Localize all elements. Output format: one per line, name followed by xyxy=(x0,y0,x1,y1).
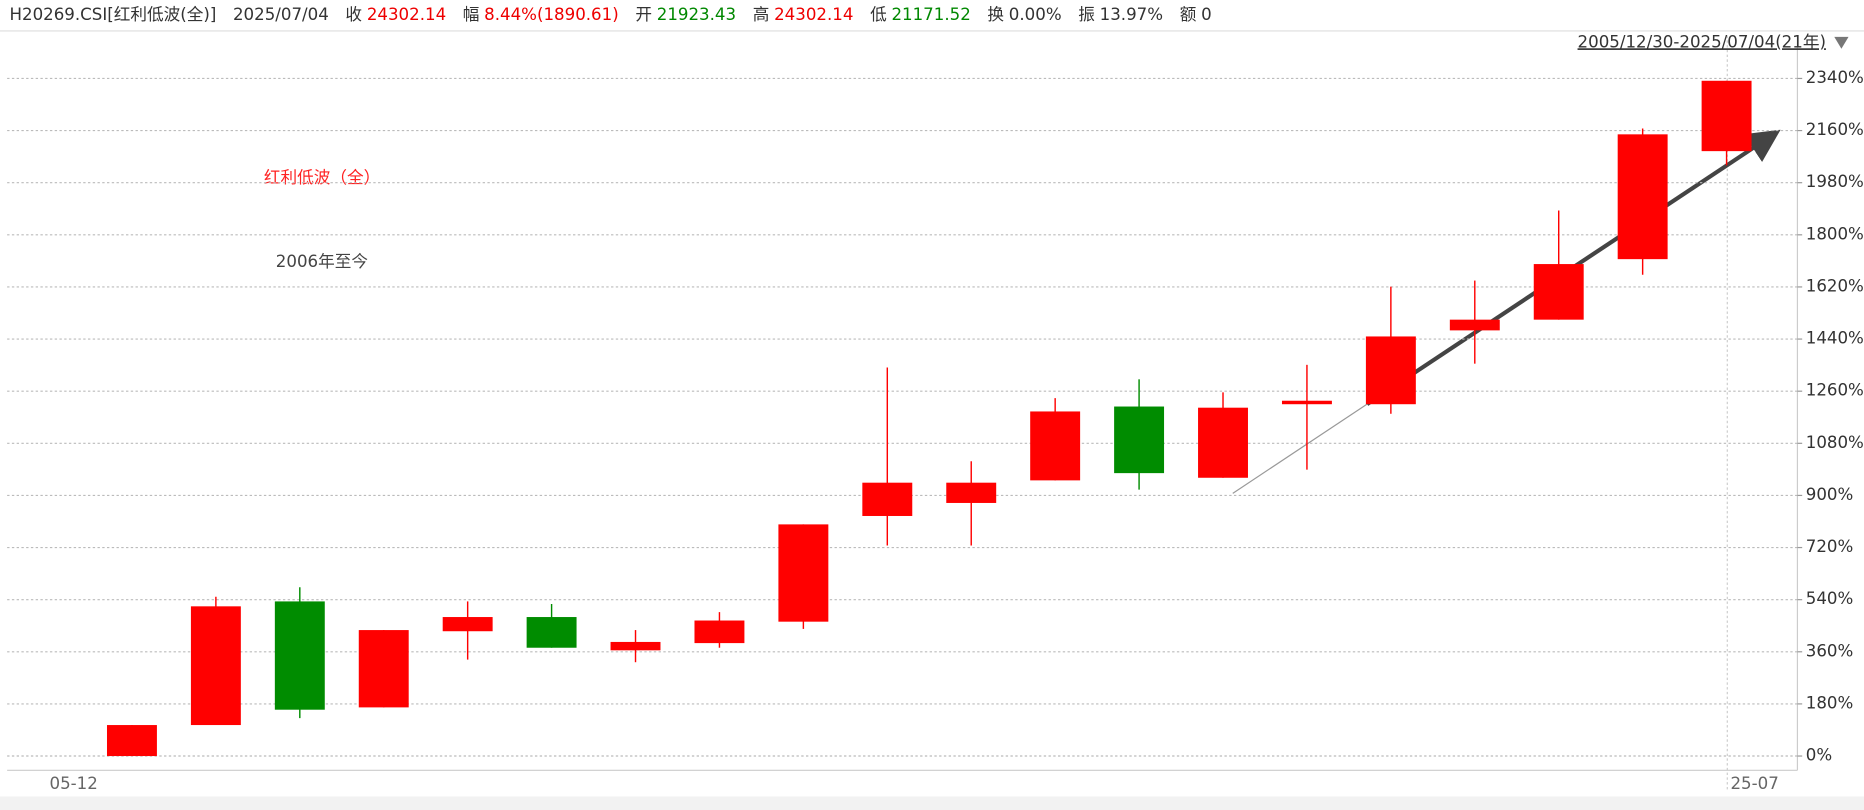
candle-body xyxy=(526,617,577,648)
field-value: 24302.14 xyxy=(367,5,446,24)
header: H20269.CSI[红利低波(全)] 2025/07/04 收 24302.14 幅 8… xyxy=(10,5,1212,24)
candle-body xyxy=(1030,411,1081,481)
y-tick-label: 1980% xyxy=(1806,172,1864,191)
field-label: 高 xyxy=(753,5,770,24)
y-tick-label: 1440% xyxy=(1806,329,1864,348)
candle-body xyxy=(1533,264,1584,320)
y-tick-label: 1620% xyxy=(1806,276,1864,295)
date: 2025/07/04 xyxy=(233,5,329,24)
y-tick-label: 360% xyxy=(1806,641,1854,660)
candle-body xyxy=(358,630,409,708)
scroll-bar[interactable] xyxy=(0,796,1864,810)
candle-body xyxy=(106,725,157,757)
range-dropdown[interactable] xyxy=(1834,36,1849,49)
chart-title: 红利低波（全） xyxy=(264,168,380,187)
y-tick-label: 2340% xyxy=(1806,68,1864,87)
field-label: 换 xyxy=(987,5,1004,24)
code: H20269.CSI[红利低波(全)] xyxy=(10,5,217,24)
field-value: 21923.43 xyxy=(657,5,736,24)
x-tick-label: 05-12 xyxy=(50,774,98,793)
candle-body xyxy=(442,617,493,632)
y-tick-label: 1800% xyxy=(1806,224,1864,243)
candle-body xyxy=(1701,80,1752,152)
field-label: 收 xyxy=(345,5,362,24)
candle-body xyxy=(1114,406,1165,474)
field-label: 低 xyxy=(870,5,887,24)
field-value: 13.97% xyxy=(1100,5,1163,24)
date-range[interactable]: 2005/12/30-2025/07/04(21年) xyxy=(1578,32,1826,51)
y-tick-label: 1260% xyxy=(1806,381,1864,400)
field-value: 24302.14 xyxy=(774,5,853,24)
field-label: 额 xyxy=(1180,5,1197,24)
field-value: 0.00% xyxy=(1009,5,1062,24)
candle-body xyxy=(1198,407,1248,478)
y-tick-label: 1080% xyxy=(1806,433,1864,452)
field-label: 振 xyxy=(1078,5,1095,24)
y-tick-label: 180% xyxy=(1806,693,1854,712)
candle-body xyxy=(1365,336,1416,405)
candle-body xyxy=(1281,400,1332,405)
y-tick-label: 900% xyxy=(1806,485,1854,504)
candle-body xyxy=(778,524,829,622)
x-tick-label: 25-07 xyxy=(1730,774,1778,793)
candle-body xyxy=(1449,319,1500,331)
y-tick-label: 720% xyxy=(1806,537,1854,556)
candle-body xyxy=(946,482,997,503)
candle-body xyxy=(610,641,661,651)
candle-body xyxy=(190,606,241,726)
chart-subtitle: 2006年至今 xyxy=(276,252,369,271)
field-value: 8.44%(1890.61) xyxy=(484,5,619,24)
y-tick-label: 0% xyxy=(1806,746,1832,765)
field-label: 幅 xyxy=(463,5,480,24)
trend-line xyxy=(1232,403,1368,494)
y-tick-label: 2160% xyxy=(1806,120,1864,139)
field-label: 开 xyxy=(635,5,652,24)
y-tick-label: 540% xyxy=(1806,589,1854,608)
candle-body xyxy=(862,482,913,516)
candle-body xyxy=(1617,134,1668,260)
field-value: 21171.52 xyxy=(891,5,970,24)
candle-body xyxy=(274,601,325,710)
field-value: 0 xyxy=(1201,5,1212,24)
candle-body xyxy=(694,620,745,644)
